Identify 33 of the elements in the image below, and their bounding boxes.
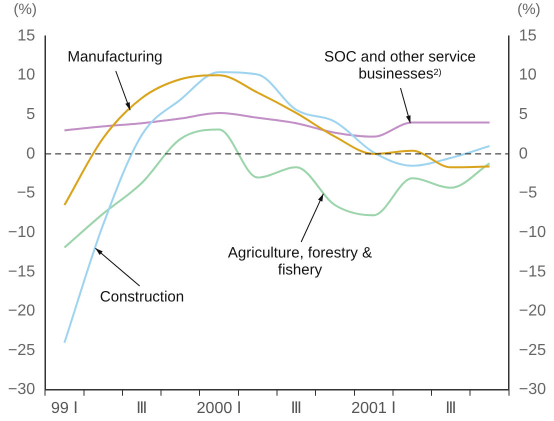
y2-tick-label: 10 <box>518 66 537 84</box>
y-tick-label: 10 <box>17 66 36 84</box>
y-tick-label: −25 <box>8 342 36 359</box>
y-tick-label: 15 <box>17 27 36 44</box>
series-label: Agriculture, forestry & fishery <box>228 244 372 279</box>
y2-tick-label: −25 <box>518 342 546 359</box>
x-tick-label: Ⅲ <box>136 400 148 417</box>
line-series <box>63 112 491 138</box>
y-tick-label: 5 <box>26 106 36 124</box>
line-series <box>63 128 491 248</box>
y2-tick-label: 15 <box>518 27 537 44</box>
y2-tick-label: −15 <box>518 263 546 280</box>
y2-tick-label: −30 <box>518 381 546 398</box>
y2-tick-label: 5 <box>518 106 528 124</box>
y-tick-label: −30 <box>8 381 36 398</box>
y-tick-label: 0 <box>26 145 36 162</box>
y2-axis-title: (%) <box>517 1 541 18</box>
y-tick-label: −10 <box>8 224 36 241</box>
series-label: Construction <box>100 288 184 306</box>
y2-tick-label: 0 <box>518 145 528 162</box>
y-tick-label: −15 <box>8 263 36 280</box>
y2-tick-label: −5 <box>518 184 538 202</box>
y2-tick-label: −20 <box>518 302 546 320</box>
x-tick-label: 2001 Ⅰ <box>351 400 396 417</box>
y-tick-label: −20 <box>8 302 36 320</box>
y2-tick-label: −10 <box>518 224 546 241</box>
x-tick-label: 99 Ⅰ <box>50 400 78 417</box>
series-label: Manufacturing <box>67 48 163 66</box>
x-tick-label: Ⅲ <box>445 400 456 417</box>
y-axis-title: (%) <box>13 1 37 18</box>
x-tick-label: 2000 Ⅰ <box>196 400 242 417</box>
x-tick-label: Ⅲ <box>290 400 302 417</box>
y-tick-label: −5 <box>16 184 36 202</box>
